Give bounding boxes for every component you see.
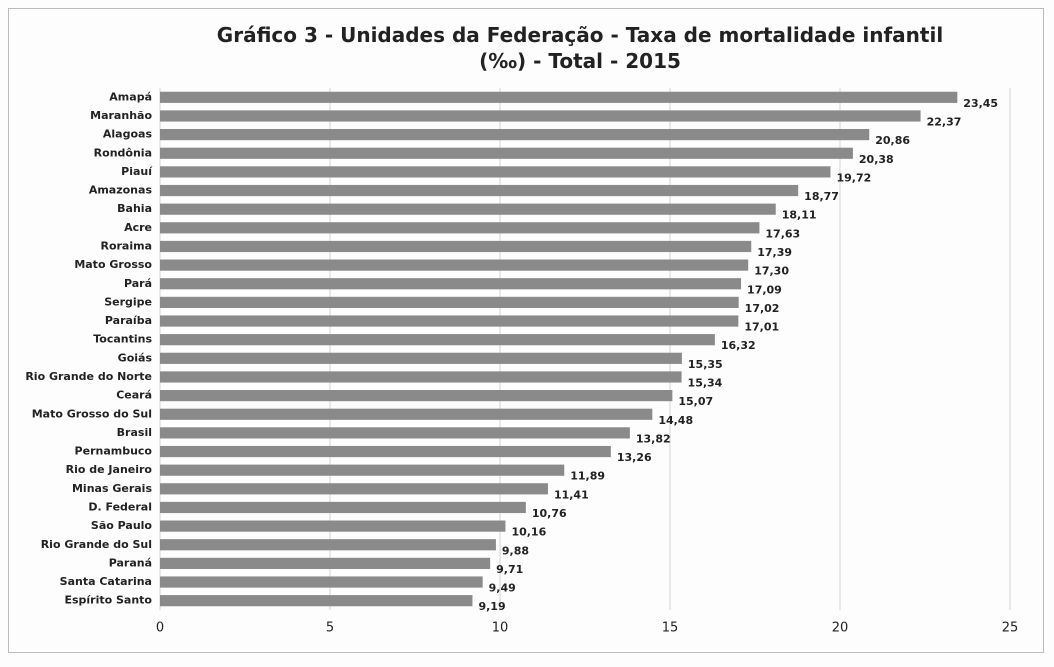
data-label: 13,26 <box>617 451 652 464</box>
bar <box>160 166 831 178</box>
y-tick-label: Rio de Janeiro <box>66 463 153 476</box>
y-tick-label: Sergipe <box>104 295 152 308</box>
y-tick-label: Brasil <box>117 426 152 439</box>
data-label: 9,88 <box>502 544 529 557</box>
bar <box>160 539 496 551</box>
bar <box>160 240 752 253</box>
bar <box>160 296 739 308</box>
bar <box>160 352 682 364</box>
x-tick-label: 5 <box>326 621 334 636</box>
bar <box>160 129 870 141</box>
y-tick-label: Amapá <box>109 90 152 103</box>
y-tick-label: Amazonas <box>89 184 153 197</box>
data-label: 17,02 <box>745 302 780 315</box>
data-label: 9,71 <box>496 563 523 576</box>
y-tick-label: Alagoas <box>103 128 153 141</box>
bar <box>160 427 630 439</box>
y-tick-label: São Paulo <box>91 519 153 532</box>
y-tick-label: Ceará <box>116 389 152 402</box>
bar <box>160 408 653 420</box>
bar <box>160 203 776 215</box>
y-tick-label: Maranhão <box>90 109 152 122</box>
bar <box>160 371 682 383</box>
bar <box>160 184 799 197</box>
bar <box>160 445 611 458</box>
data-label: 16,32 <box>721 339 756 352</box>
x-tick-label: 25 <box>1002 621 1019 636</box>
y-tick-label: Rondônia <box>94 146 152 159</box>
bar <box>160 91 958 103</box>
data-label: 17,09 <box>747 283 782 296</box>
data-label: 17,01 <box>744 321 779 334</box>
data-label: 11,89 <box>570 470 605 483</box>
bar <box>160 278 742 290</box>
data-label: 13,82 <box>636 432 671 445</box>
y-tick-label: Minas Gerais <box>72 482 152 495</box>
bar <box>160 576 483 588</box>
y-tick-label: D. Federal <box>88 500 152 513</box>
data-label: 15,35 <box>688 358 723 371</box>
chart-frame <box>8 8 1044 653</box>
y-tick-label: Santa Catarina <box>60 575 152 588</box>
data-label: 17,63 <box>765 227 800 240</box>
bar <box>160 464 565 476</box>
data-label: 18,11 <box>782 209 817 222</box>
bar <box>160 110 921 122</box>
bar <box>160 390 673 402</box>
y-tick-label: Pará <box>124 277 152 290</box>
bar <box>160 557 491 569</box>
chart-title: Gráfico 3 - Unidades da Federação - Taxa… <box>216 23 944 73</box>
data-label: 19,72 <box>836 171 871 184</box>
data-label: 17,39 <box>757 246 792 259</box>
data-label: 18,77 <box>804 190 839 203</box>
data-label: 15,34 <box>688 376 723 389</box>
y-tick-label: Espírito Santo <box>64 594 152 607</box>
data-label: 10,16 <box>511 526 546 539</box>
data-label: 23,45 <box>963 97 998 110</box>
bar <box>160 315 739 327</box>
y-tick-label: Bahia <box>117 202 152 215</box>
x-tick-label: 0 <box>156 621 164 636</box>
y-tick-label: Rio Grande do Sul <box>41 538 152 551</box>
bar <box>160 501 526 514</box>
bar <box>160 595 473 607</box>
data-label: 9,19 <box>478 600 505 613</box>
data-label: 15,07 <box>678 395 713 408</box>
data-label: 20,86 <box>875 134 910 147</box>
y-tick-label: Mato Grosso do Sul <box>32 407 152 420</box>
data-label: 10,76 <box>532 507 567 520</box>
x-tick-label: 15 <box>662 621 679 636</box>
data-label: 9,49 <box>489 582 516 595</box>
y-tick-label: Piauí <box>121 165 153 178</box>
y-tick-label: Mato Grosso <box>74 258 152 271</box>
y-tick-label: Goiás <box>118 351 153 364</box>
bar <box>160 147 853 159</box>
y-tick-label: Paraná <box>109 556 152 569</box>
y-tick-label: Acre <box>124 221 152 234</box>
x-tick-label: 10 <box>492 621 509 636</box>
bar <box>160 259 749 271</box>
y-tick-label: Paraíba <box>105 314 152 327</box>
data-label: 14,48 <box>658 414 693 427</box>
data-label: 11,41 <box>554 488 589 501</box>
y-tick-label: Rio Grande do Norte <box>25 370 152 383</box>
bar <box>160 520 506 532</box>
data-label: 20,38 <box>859 153 894 166</box>
bar <box>160 222 760 234</box>
bar <box>160 483 548 495</box>
x-tick-label: 20 <box>832 621 849 636</box>
data-label: 22,37 <box>927 115 962 128</box>
bar <box>160 334 715 346</box>
data-label: 17,30 <box>754 265 789 278</box>
y-tick-label: Pernambuco <box>75 445 153 458</box>
y-tick-label: Tocantins <box>93 333 152 346</box>
y-tick-label: Roraima <box>100 239 152 252</box>
